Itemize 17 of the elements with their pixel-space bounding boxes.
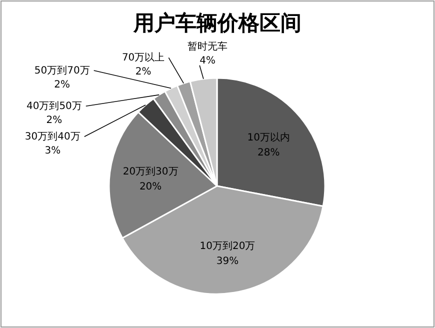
data-label: 2% [46,115,62,126]
slice-label: 40万到50万 [26,101,82,112]
slice-label: 10万到20万 [200,241,256,252]
slice-label: 50万到70万 [34,65,90,76]
slice-label: 暂时无车 [188,40,228,52]
data-label: 39% [216,256,239,268]
slice-label: 30万到40万 [24,132,80,143]
data-label: 2% [135,66,152,78]
chart-title: 用户车辆价格区间 [132,11,302,35]
data-label: 20% [139,182,162,193]
slice-label: 70万以上 [122,52,165,64]
data-label: 2% [54,79,70,90]
slice-label: 10万以内 [247,131,290,144]
data-label: 4% [200,55,216,66]
data-label: 28% [257,147,280,158]
slice-label: 20万到30万 [122,166,178,178]
data-label: 3% [44,146,61,157]
